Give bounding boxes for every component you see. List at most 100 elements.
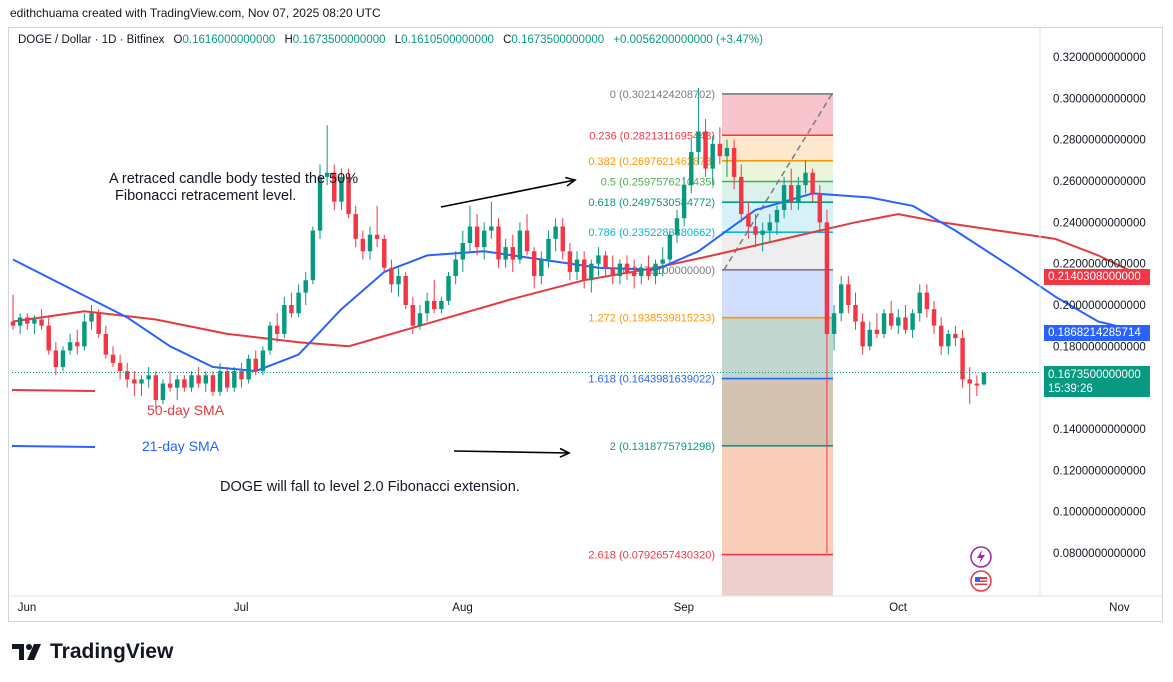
candle-body	[282, 305, 287, 334]
candle-body	[789, 185, 794, 202]
candle-body	[689, 152, 694, 186]
candle-body	[660, 259, 665, 264]
attribution-text: edithchuama created with TradingView.com…	[10, 6, 381, 20]
open-value: 0.1616000000000	[182, 34, 276, 46]
candle-body	[110, 354, 116, 363]
candle-body	[82, 321, 87, 347]
candle-body	[860, 321, 865, 347]
close-value: 0.1673500000000	[511, 34, 605, 46]
fib-zone	[722, 135, 833, 161]
candle-body	[332, 172, 337, 202]
candle-body	[267, 325, 273, 351]
candle-body	[510, 247, 515, 260]
candle-body	[903, 317, 908, 330]
candle-body	[853, 305, 858, 322]
x-tick-label: Sep	[674, 602, 694, 614]
fib-zone	[722, 554, 833, 596]
candle-body	[581, 259, 587, 281]
candle-body	[496, 226, 501, 260]
sma21-legend-line	[11, 445, 96, 448]
candle-body	[32, 319, 37, 324]
candle-body	[46, 325, 51, 351]
x-tick-label: Jun	[18, 602, 37, 614]
candle-body	[103, 333, 109, 355]
candle-body	[824, 222, 830, 334]
candle-body	[117, 362, 123, 372]
fib-zone	[722, 181, 833, 203]
candle-body	[160, 383, 166, 401]
y-tick-label: 0.2000000000000	[1053, 300, 1146, 312]
candle-body	[938, 325, 944, 347]
sma21-price-tag: 0.1868214285714	[1044, 325, 1150, 341]
axes: 0.3200000000000 0.3000000000000 0.28000000…	[9, 28, 1162, 614]
y-tick-label: 0.1400000000000	[1053, 424, 1146, 436]
y-tick-label: 0.0800000000000	[1053, 548, 1146, 560]
candle-body	[196, 375, 201, 384]
candle-body	[482, 230, 487, 248]
candle-body	[132, 379, 137, 384]
candle-body	[924, 292, 930, 310]
lightning-icon[interactable]	[970, 546, 992, 568]
candle-body	[310, 230, 316, 281]
us-flag-icon[interactable]	[970, 570, 992, 592]
candle-body	[246, 358, 251, 380]
candle-body	[560, 226, 565, 252]
candle-body	[946, 333, 951, 347]
high-value: 0.1673500000000	[292, 34, 386, 46]
candle-body	[838, 284, 844, 314]
x-tick-label: Jul	[234, 602, 249, 614]
candle-body	[553, 226, 558, 239]
candle-body	[610, 267, 615, 277]
candle-body	[167, 383, 173, 388]
candle-body	[489, 226, 494, 231]
candle-body	[567, 251, 573, 272]
candle-body	[867, 329, 872, 347]
candle-body	[360, 238, 366, 252]
tradingview-logo[interactable]: TradingView	[12, 640, 173, 664]
y-tick-label: 0.1200000000000	[1053, 465, 1146, 477]
candle-body	[432, 300, 437, 310]
brand-name: TradingView	[50, 640, 174, 663]
symbol-name[interactable]: DOGE / Dollar · 1D · Bitfinex	[18, 34, 165, 46]
candle-body	[253, 358, 258, 372]
candle-body	[967, 379, 972, 384]
fib-zone	[722, 317, 833, 379]
candle-body	[346, 176, 351, 215]
low-value: 0.1610500000000	[401, 34, 494, 46]
candle-body	[239, 371, 244, 380]
candle-body	[189, 375, 194, 388]
fib-trend-line	[723, 93, 833, 271]
candle-body	[960, 338, 965, 380]
candle-body	[417, 313, 423, 326]
last-price-tag: 0.1673500000000 15:39:26	[1044, 366, 1150, 397]
fib-level-label: 0.5 (0.2597576210435)	[601, 177, 715, 189]
candle-body	[446, 276, 451, 301]
candle-body	[631, 271, 637, 277]
candle-body	[603, 255, 608, 268]
candle-body	[303, 280, 308, 293]
candle-body	[60, 350, 66, 367]
sma50-price-tag: 0.2140308000000	[1044, 269, 1150, 285]
fib-zone	[722, 160, 833, 182]
candle-note-line1: A retraced candle body tested the 50%	[109, 171, 359, 187]
fib-level-label: 1.618 (0.1643981639022)	[588, 374, 715, 386]
candle-body	[703, 131, 708, 169]
forecast-note: DOGE will fall to level 2.0 Fibonacci ex…	[220, 479, 520, 495]
sma50-legend-line	[11, 389, 96, 392]
candle-body	[646, 267, 651, 277]
candle-body	[296, 292, 301, 314]
candle-body	[624, 263, 630, 272]
candle-body	[25, 317, 30, 324]
candle-body	[589, 263, 594, 281]
candle-body	[846, 284, 851, 305]
candle-body	[874, 329, 880, 334]
candle-body	[639, 267, 644, 277]
y-tick-label: 0.2400000000000	[1053, 217, 1146, 229]
fib-level-label: 2 (0.1318775791298)	[610, 441, 715, 453]
candle-body	[574, 259, 580, 272]
candle-body	[767, 222, 773, 231]
high-label: H	[284, 34, 293, 46]
open-label: O	[173, 34, 183, 46]
fib-level-label: 1.272 (0.1938539815233)	[588, 313, 715, 325]
